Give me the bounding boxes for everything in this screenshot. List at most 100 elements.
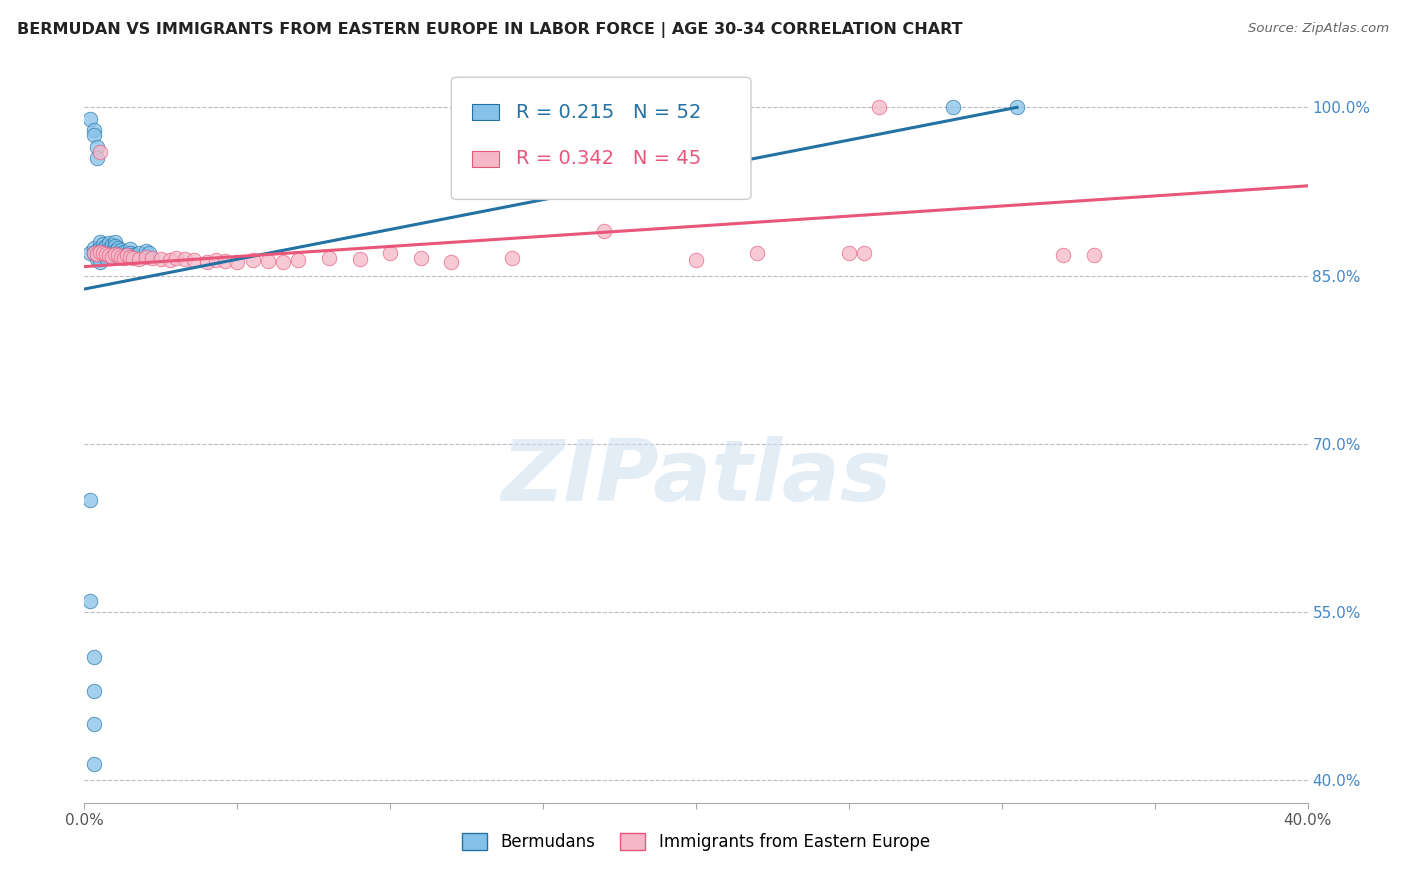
- Point: [205, 252, 228, 267]
- Point: [110, 247, 132, 261]
- Point: [226, 255, 249, 269]
- Point: [101, 238, 124, 252]
- Point: [159, 252, 181, 267]
- Point: [83, 122, 105, 136]
- Point: [128, 252, 150, 266]
- Point: [83, 246, 105, 260]
- Point: [94, 247, 117, 261]
- Point: [83, 650, 105, 665]
- Point: [138, 246, 160, 260]
- Point: [195, 255, 218, 269]
- Point: [83, 683, 105, 698]
- Point: [115, 247, 138, 261]
- Point: [89, 255, 111, 269]
- Point: [83, 128, 105, 143]
- Point: [89, 245, 111, 260]
- Point: [122, 248, 145, 262]
- Point: [94, 239, 117, 253]
- Point: [104, 244, 127, 258]
- Point: [91, 242, 114, 256]
- Text: ZIPatlas: ZIPatlas: [501, 435, 891, 518]
- Point: [149, 252, 172, 266]
- Point: [83, 240, 105, 255]
- Point: [79, 492, 101, 507]
- FancyBboxPatch shape: [472, 151, 499, 167]
- Point: [853, 246, 876, 260]
- Point: [409, 251, 432, 265]
- Point: [104, 248, 127, 262]
- Point: [86, 151, 108, 165]
- Point: [122, 251, 145, 265]
- Point: [242, 252, 264, 267]
- Point: [104, 235, 127, 249]
- Point: [86, 244, 108, 258]
- Text: Source: ZipAtlas.com: Source: ZipAtlas.com: [1249, 22, 1389, 36]
- Legend: Bermudans, Immigrants from Eastern Europe: Bermudans, Immigrants from Eastern Europ…: [456, 826, 936, 857]
- Point: [214, 254, 236, 268]
- Point: [97, 235, 120, 250]
- Point: [115, 248, 138, 262]
- Point: [112, 251, 135, 265]
- Point: [91, 246, 114, 260]
- Point: [942, 100, 965, 114]
- Point: [104, 239, 127, 253]
- Point: [183, 252, 205, 267]
- FancyBboxPatch shape: [472, 103, 499, 120]
- Point: [380, 246, 402, 260]
- Point: [94, 245, 117, 260]
- Point: [94, 251, 117, 265]
- FancyBboxPatch shape: [451, 78, 751, 200]
- Point: [79, 594, 101, 608]
- Point: [86, 252, 108, 266]
- Point: [120, 246, 142, 260]
- Point: [685, 252, 707, 267]
- Text: BERMUDAN VS IMMIGRANTS FROM EASTERN EUROPE IN LABOR FORCE | AGE 30-34 CORRELATIO: BERMUDAN VS IMMIGRANTS FROM EASTERN EURO…: [17, 22, 963, 38]
- Point: [101, 244, 124, 258]
- Point: [83, 246, 105, 260]
- Point: [349, 252, 371, 266]
- Point: [112, 245, 135, 260]
- Point: [97, 242, 120, 256]
- Point: [593, 224, 616, 238]
- Point: [1083, 248, 1105, 262]
- Text: R = 0.215   N = 52: R = 0.215 N = 52: [516, 103, 702, 121]
- Point: [89, 240, 111, 255]
- Point: [1052, 248, 1074, 262]
- Point: [101, 250, 124, 264]
- Point: [1005, 100, 1028, 114]
- Point: [104, 247, 127, 261]
- Point: [120, 242, 142, 256]
- Point: [91, 237, 114, 252]
- Point: [86, 247, 108, 261]
- Point: [97, 248, 120, 262]
- Point: [89, 145, 111, 160]
- Point: [174, 252, 197, 266]
- Point: [869, 100, 891, 114]
- Point: [107, 248, 129, 262]
- Point: [83, 717, 105, 731]
- Point: [110, 250, 132, 264]
- Point: [107, 240, 129, 255]
- Point: [101, 250, 124, 264]
- Point: [83, 756, 105, 771]
- Point: [89, 252, 111, 266]
- Point: [86, 139, 108, 153]
- Point: [440, 255, 463, 269]
- Point: [141, 251, 163, 265]
- Point: [287, 252, 309, 267]
- Point: [79, 246, 101, 260]
- Point: [107, 246, 129, 260]
- Point: [89, 235, 111, 249]
- Text: R = 0.342   N = 45: R = 0.342 N = 45: [516, 149, 702, 169]
- Point: [838, 246, 860, 260]
- Point: [135, 244, 157, 258]
- Point: [257, 254, 280, 268]
- Point: [91, 247, 114, 261]
- Point: [502, 251, 524, 265]
- Point: [120, 250, 142, 264]
- Point: [747, 246, 769, 260]
- Point: [128, 246, 150, 260]
- Point: [89, 246, 111, 260]
- Point: [135, 250, 157, 264]
- Point: [165, 251, 187, 265]
